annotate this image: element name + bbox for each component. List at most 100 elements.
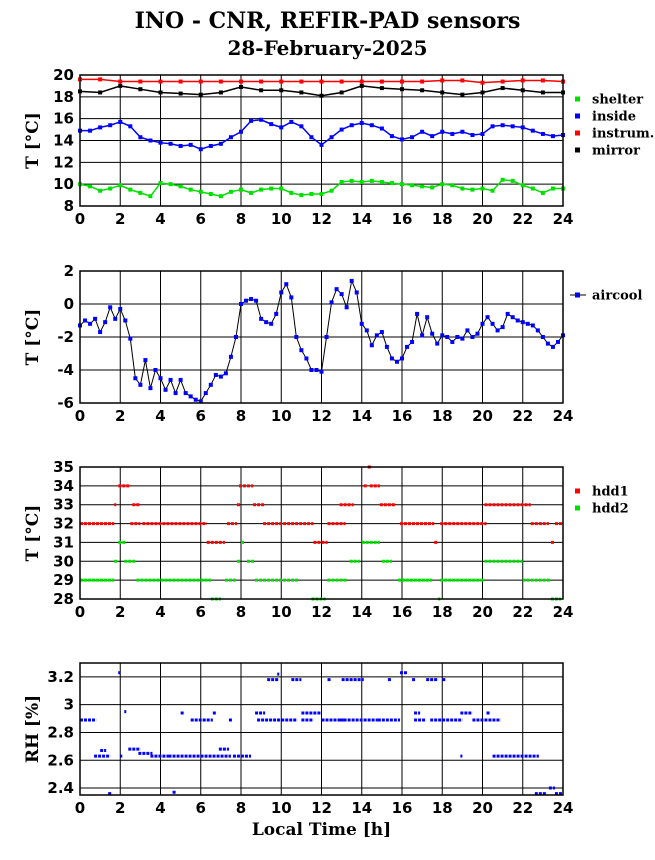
data-point <box>213 372 218 377</box>
x-tick-label: 4 <box>155 799 165 817</box>
data-point <box>339 90 344 95</box>
data-point <box>93 316 98 321</box>
series-inside <box>78 117 565 152</box>
y-tick-label: 20 <box>53 66 74 84</box>
data-point <box>218 194 223 199</box>
y-tick-label: 3.2 <box>47 668 74 686</box>
y-tick-label: 12 <box>53 153 74 171</box>
data-point <box>364 328 369 333</box>
data-point <box>319 191 324 196</box>
data-point <box>269 321 274 326</box>
data-point <box>530 128 535 133</box>
data-point <box>405 344 410 349</box>
data-point <box>208 143 213 148</box>
y-tick-label: 33 <box>53 496 74 514</box>
data-point <box>163 387 168 392</box>
data-point <box>525 321 530 326</box>
legend-marker <box>575 113 580 119</box>
data-point <box>520 125 525 130</box>
data-point <box>354 290 359 295</box>
x-tick-label: 10 <box>271 407 292 425</box>
data-point <box>420 79 425 84</box>
data-point <box>118 306 123 311</box>
data-point <box>249 190 254 195</box>
y-tick-label: 14 <box>53 132 74 150</box>
chart-subtitle: 28-February-2025 <box>227 36 428 60</box>
data-point <box>123 318 128 323</box>
y-tick-label: -6 <box>57 394 74 412</box>
x-tick-label: 6 <box>196 210 206 228</box>
data-point <box>470 335 475 339</box>
data-point <box>400 182 404 187</box>
x-tick-label: 8 <box>236 407 246 425</box>
data-point <box>555 339 560 344</box>
data-point <box>198 147 203 152</box>
legend-label: aircool <box>592 289 642 304</box>
data-point <box>435 341 440 346</box>
legend-marker <box>575 292 580 298</box>
data-point <box>359 121 364 126</box>
data-point <box>460 129 465 134</box>
data-point <box>460 336 465 341</box>
data-point <box>178 143 183 148</box>
x-tick-label: 8 <box>236 603 246 621</box>
x-tick-label: 4 <box>155 210 165 228</box>
y-tick-label: 16 <box>53 110 74 128</box>
data-point <box>289 295 294 300</box>
data-point <box>495 328 500 333</box>
x-tick-label: 20 <box>472 799 493 817</box>
data-point <box>480 321 485 326</box>
data-point <box>510 124 515 129</box>
data-point <box>254 298 259 303</box>
data-point <box>400 137 404 142</box>
data-point <box>98 77 103 82</box>
x-tick-label: 22 <box>512 603 533 621</box>
data-point <box>299 90 304 95</box>
data-point <box>319 79 324 84</box>
data-point <box>168 377 173 382</box>
legend-label: shelter <box>592 93 643 108</box>
data-point <box>279 125 284 130</box>
data-point <box>510 178 515 183</box>
data-point <box>138 190 143 195</box>
data-point <box>379 126 384 131</box>
data-point <box>203 391 208 396</box>
panel-4: 0 2 4 6 8 10 12 14 16 18 20 22 242.42.62.833.2RH [%]… <box>23 662 573 840</box>
x-tick-label: 2 <box>115 210 125 228</box>
x-tick-label: 4 <box>155 407 165 425</box>
y-axis-label: T [°C] <box>23 505 43 562</box>
data-point <box>143 358 148 363</box>
data-point <box>425 315 430 320</box>
data-point <box>178 377 183 382</box>
data-point <box>188 394 193 399</box>
data-point <box>359 321 364 326</box>
data-point <box>505 311 510 316</box>
data-point <box>550 134 555 139</box>
x-tick-label: 0 <box>75 799 85 817</box>
series-rh <box>80 671 563 796</box>
data-point <box>420 88 425 93</box>
series-shelter <box>78 177 565 199</box>
data-point <box>158 376 163 381</box>
x-axis-label: Local Time [h] <box>252 820 391 840</box>
data-point <box>218 374 223 379</box>
data-point <box>259 79 264 84</box>
x-tick-label: 0 <box>75 407 85 425</box>
data-point <box>339 179 344 184</box>
legend-label: mirror <box>592 144 640 159</box>
data-point <box>138 79 143 84</box>
data-point <box>158 181 163 186</box>
data-point <box>400 87 404 92</box>
x-tick-label: 10 <box>271 210 292 228</box>
data-point <box>400 79 404 84</box>
data-point <box>299 124 304 129</box>
y-tick-label: 2.4 <box>47 779 74 797</box>
data-point <box>430 331 435 336</box>
data-point <box>269 122 274 127</box>
y-axis-label: RH [%] <box>23 695 43 763</box>
y-axis-label: T [°C] <box>23 112 43 169</box>
data-point <box>178 79 183 84</box>
